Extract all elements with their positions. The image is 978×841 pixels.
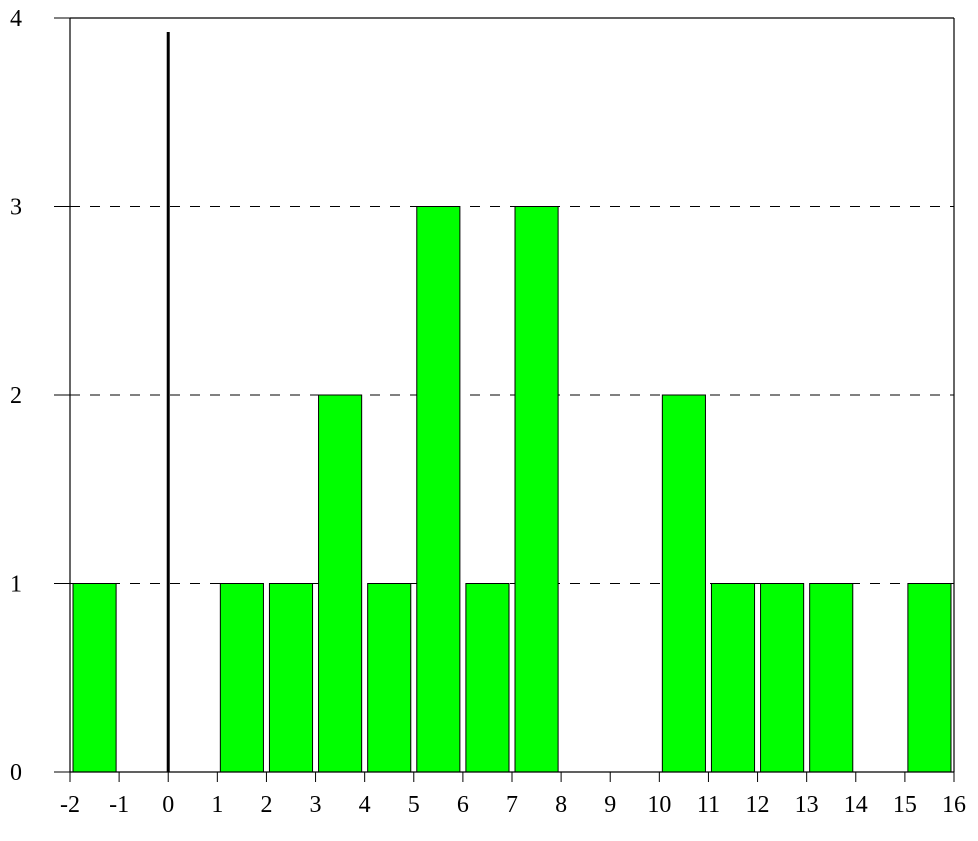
bar-11-to-12 [710,583,756,773]
bars [72,206,952,773]
x-tick-label-13: 13 [795,792,819,818]
x-tick-label-8: 8 [555,792,567,818]
y-axis-ticks: 0 1 2 3 4 [10,6,70,786]
x-tick-label-7: 7 [506,792,518,818]
grid-lines [70,206,954,584]
bar-10-to-11 [661,394,706,773]
x-tick-label-15: 15 [893,792,917,818]
x-tick-label-12: 12 [746,792,770,818]
x-tick-label-5: 5 [408,792,420,818]
x-tick-label-1: 1 [211,792,223,818]
x-tick-label-2: 2 [260,792,272,818]
x-tick-label-6: 6 [457,792,469,818]
x-tick-label--2: -2 [60,792,80,818]
bar-4-to-5 [367,583,412,773]
bar-2-to-3 [268,583,314,773]
bar-1-to-2 [219,583,264,773]
x-tick-label-4: 4 [359,792,371,818]
x-tick-label-3: 3 [310,792,322,818]
bar-6-to-7 [465,583,510,773]
x-tick-label--1: -1 [109,792,129,818]
y-tick-label-1: 1 [10,572,22,598]
bar-12-to-13 [760,583,805,773]
bar--2-to--1 [72,583,117,773]
x-tick-label-9: 9 [604,792,616,818]
y-tick-label-2: 2 [10,383,22,409]
bar-3-to-4 [318,394,363,773]
bar-15-to-16 [907,583,952,773]
y-tick-label-0: 0 [10,760,22,786]
y-tick-label-3: 3 [10,195,22,221]
x-tick-label-0: 0 [162,792,174,818]
bar-5-to-6 [416,206,461,773]
y-tick-label-4: 4 [10,6,22,32]
x-axis-ticks: -2 -1 0 1 2 3 4 5 6 7 8 9 10 11 12 13 14 15 16 [60,772,966,818]
x-tick-label-14: 14 [844,792,868,818]
x-tick-label-16: 16 [942,792,966,818]
x-tick-label-11: 11 [697,792,720,818]
bar-7-to-8 [514,206,559,773]
x-tick-label-10: 10 [647,792,671,818]
bar-13-to-14 [809,583,854,773]
